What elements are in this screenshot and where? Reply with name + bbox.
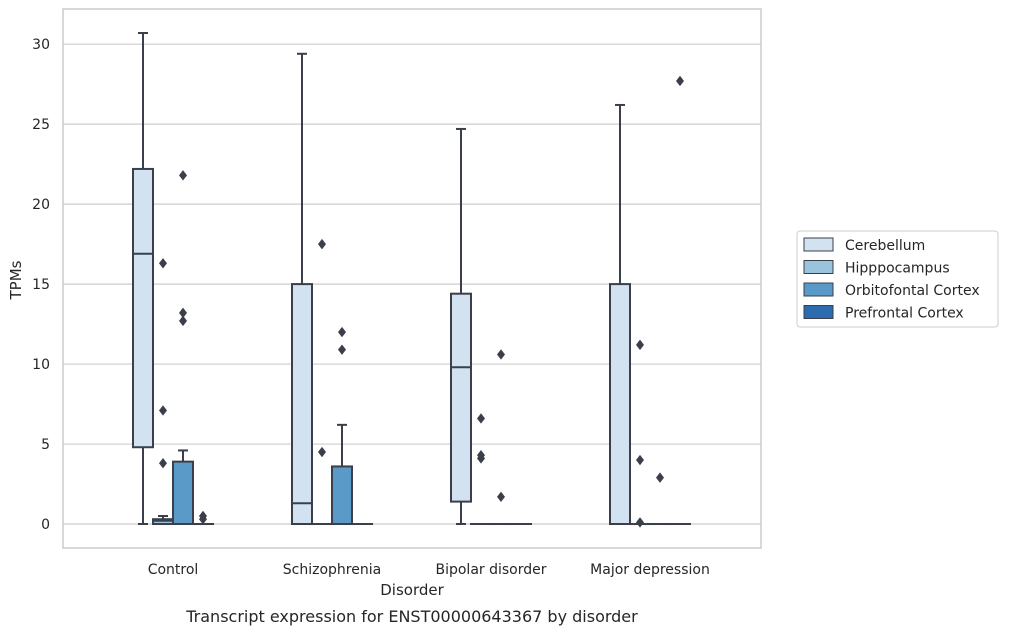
box-cerebellum (450, 127, 472, 526)
tick-labels: 0 5 10 15 20 25 30 Control Schizophrenia Bipolar … (32, 37, 710, 578)
outlier-point (636, 339, 644, 351)
legend-label: Cerebellum (845, 238, 925, 254)
x-axis-title: Disorder (380, 581, 444, 599)
y-tick-label: 30 (32, 37, 50, 53)
outlier-point (318, 238, 326, 250)
y-tick-label: 5 (41, 437, 50, 453)
y-tick-label: 15 (32, 277, 50, 293)
chart-caption: Transcript expression for ENST0000064336… (185, 607, 638, 626)
box-hipppocampus (311, 238, 333, 526)
legend-label: Hipppocampus (845, 261, 950, 277)
box-cerebellum (291, 52, 313, 526)
plot-frame (62, 8, 762, 549)
legend-label: Orbitofontal Cortex (845, 283, 980, 299)
gridlines (63, 43, 761, 525)
box-cerebellum (132, 31, 154, 526)
box-plots (132, 31, 691, 528)
box-orbitofontal-cortex (490, 349, 512, 526)
box-cerebellum (609, 103, 631, 526)
outlier-point (656, 472, 664, 483)
outlier-point (159, 458, 167, 469)
box-orbitofontal-cortex (172, 170, 194, 526)
legend-swatch (803, 282, 834, 297)
box-iqr (172, 460, 194, 526)
legend-label: Prefrontal Cortex (845, 306, 964, 322)
outlier-point (179, 170, 187, 181)
box-iqr (132, 167, 154, 449)
box-orbitofontal-cortex (331, 326, 353, 526)
y-axis-title: TPMs (7, 260, 25, 300)
box-orbitofontal-cortex (649, 472, 671, 526)
outlier-point (338, 344, 346, 355)
legend-swatch (803, 305, 834, 319)
legend: Cerebellum Hipppocampus Orbitofontal Corte… (796, 230, 999, 328)
outlier-point (199, 514, 207, 525)
outlier-point (318, 446, 326, 458)
outlier-point (497, 491, 505, 503)
box-iqr (331, 465, 353, 526)
legend-swatch (803, 237, 834, 252)
box-iqr (609, 283, 631, 526)
y-tick-label: 25 (32, 117, 50, 133)
box-prefrontal-cortex (669, 75, 691, 526)
y-tick-label: 20 (32, 197, 50, 213)
outlier-point (477, 413, 485, 424)
outlier-point (179, 307, 187, 319)
y-tick-label: 0 (41, 517, 50, 533)
outlier-point (497, 349, 505, 360)
box-iqr (291, 283, 313, 526)
outlier-point (477, 453, 485, 464)
legend-swatch (803, 260, 834, 274)
legend-frame (796, 230, 999, 328)
x-tick-label: Schizophrenia (283, 562, 381, 578)
box-iqr (450, 292, 472, 503)
box-hipppocampus (629, 339, 651, 528)
outlier-point (636, 454, 644, 466)
outlier-point (676, 75, 684, 87)
x-tick-label: Bipolar disorder (435, 562, 546, 578)
outlier-point (338, 326, 346, 338)
box-prefrontal-cortex (192, 510, 214, 526)
outlier-point (159, 405, 167, 416)
y-tick-label: 10 (32, 357, 50, 373)
x-tick-label: Major depression (590, 562, 710, 578)
box-hipppocampus (152, 258, 174, 526)
x-tick-label: Control (148, 562, 199, 578)
outlier-point (159, 258, 167, 269)
axes (62, 8, 762, 549)
outlier-point (636, 517, 644, 528)
outlier-point (179, 315, 187, 327)
box-hipppocampus (470, 413, 492, 526)
